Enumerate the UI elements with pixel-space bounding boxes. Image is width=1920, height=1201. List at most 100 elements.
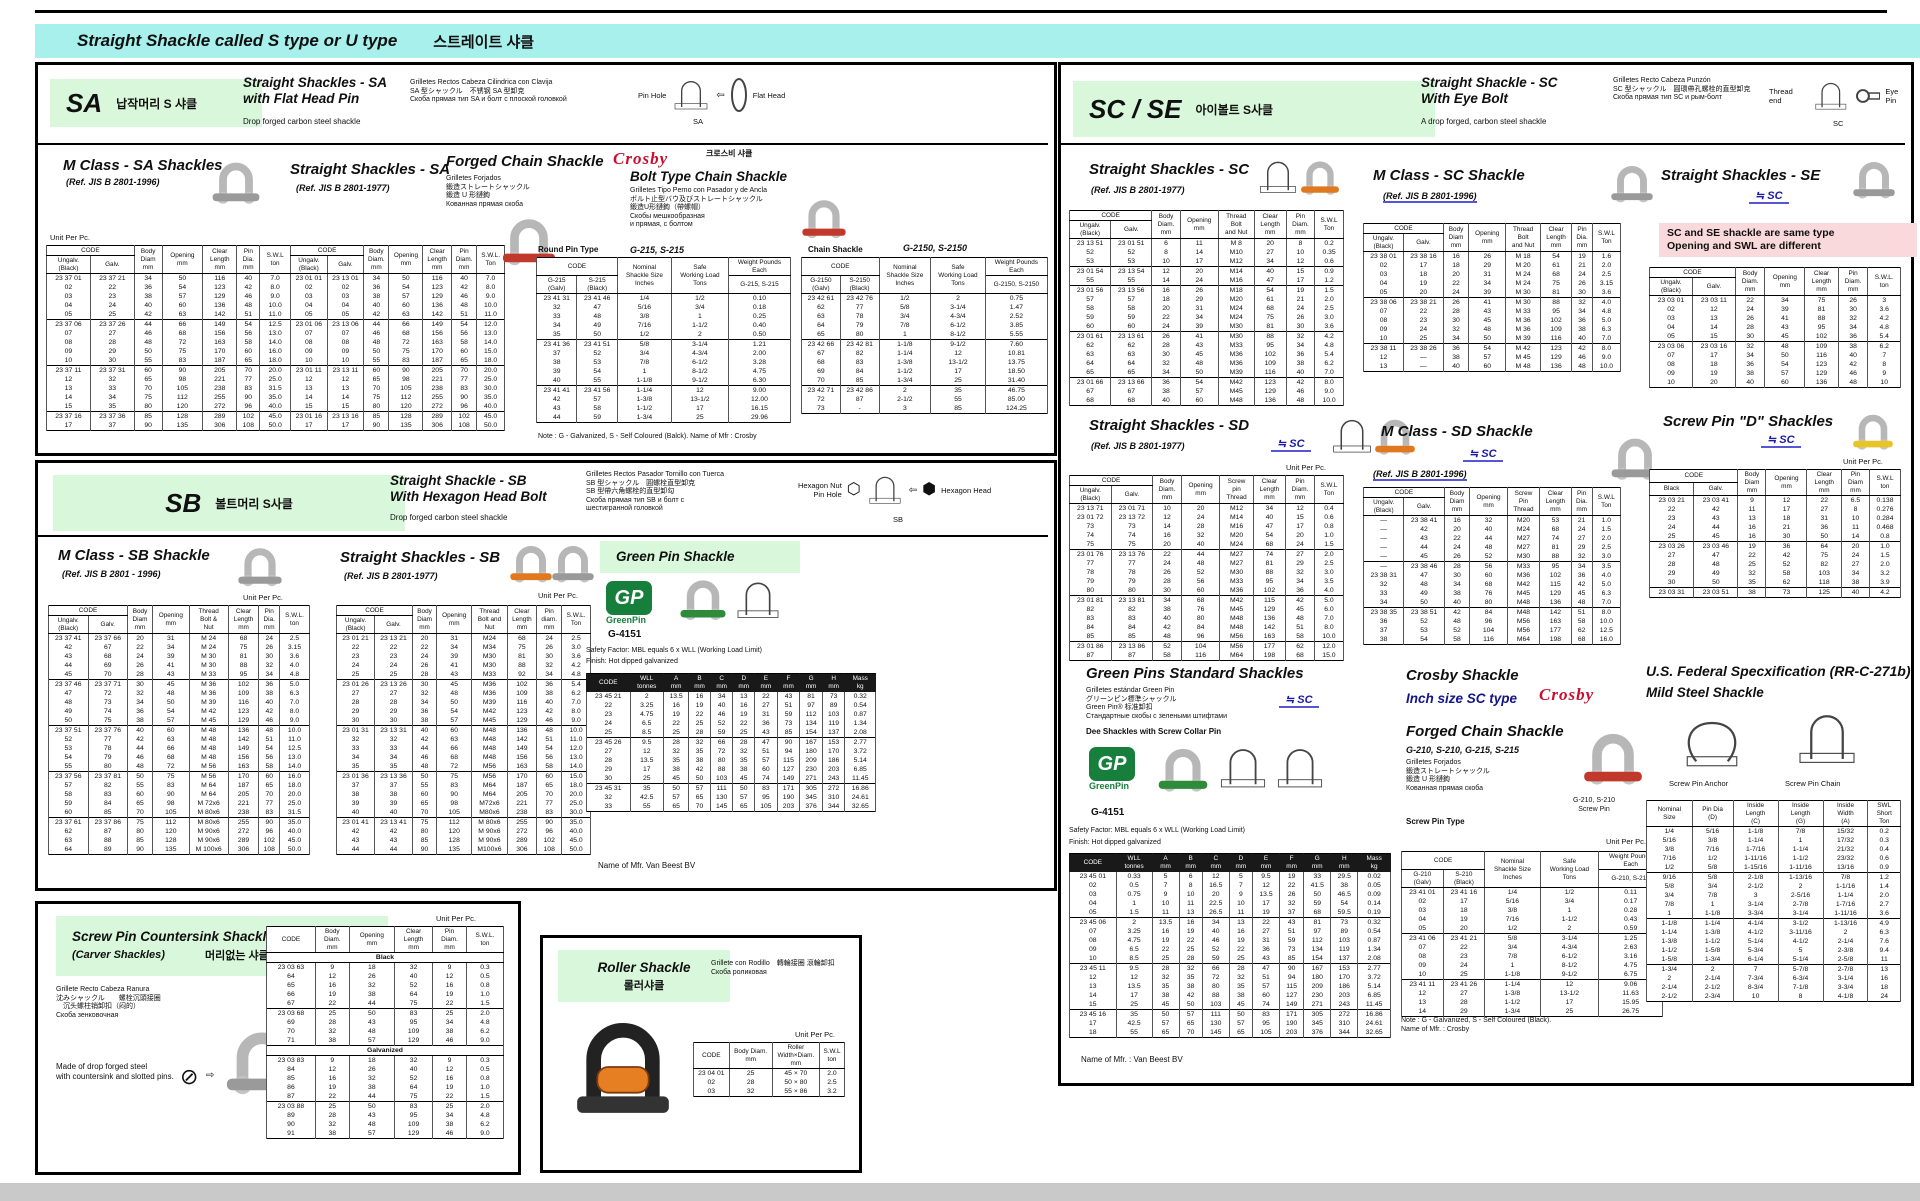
cell: 30: [127, 679, 153, 689]
table-row: 05 1.5 11 13 26.5 11 19 37 68 59.5 0.19: [1069, 908, 1391, 918]
cell: 34: [1840, 569, 1870, 578]
cell: 74: [1110, 531, 1154, 540]
cell: —: [1362, 561, 1405, 571]
sdm-title: M Class - SD Shackle: [1381, 423, 1533, 440]
cell: 07: [326, 329, 365, 338]
cell: M 24: [1505, 270, 1541, 279]
cell: 9-1/2: [930, 339, 986, 349]
cell: 44: [133, 319, 163, 329]
cell: 70: [266, 1027, 316, 1036]
cell: 83: [536, 808, 563, 818]
table-row: 23 37 01 23 37 21 34 50 116 40 7.0: [46, 273, 291, 283]
cell: 20.0: [476, 365, 505, 375]
cell: 2.7: [1867, 900, 1901, 909]
cell: M 80x6: [471, 817, 508, 827]
cell: 24: [1152, 559, 1182, 568]
cell: 27: [586, 747, 631, 756]
cell: 89: [266, 1111, 316, 1120]
cell: 129: [393, 1129, 434, 1139]
cell: 1-3/8: [878, 358, 932, 367]
cell: 1.6: [1591, 251, 1622, 261]
cell: M 30: [188, 652, 229, 661]
cell: 22: [432, 999, 467, 1009]
cell: M 90x6: [188, 836, 229, 845]
header-cell: Pin Dia. mm: [258, 605, 280, 634]
cell: 51: [754, 747, 778, 756]
table-row: 23 37 41 23 37 66 20 31 M 24 68 24 2.5: [48, 633, 310, 643]
cell: 57: [1151, 1019, 1180, 1028]
cell: 23 01 86: [1069, 641, 1112, 651]
cell: 60: [1068, 322, 1112, 332]
cell: 19: [1228, 936, 1253, 945]
cell: 116: [506, 698, 538, 707]
cell: 18: [1442, 261, 1470, 270]
cell: 12: [1765, 495, 1808, 505]
cell: 38: [662, 765, 690, 774]
cell: 0.6: [1867, 854, 1901, 863]
cell: 23 13 26: [374, 679, 414, 689]
cell: 25: [1442, 970, 1486, 980]
cell: 103: [1806, 569, 1842, 578]
cell: 23 41 41: [535, 385, 578, 395]
table-row: 62 62 28 43 M33 95 34 4.8: [1068, 341, 1344, 350]
cell: 32: [688, 737, 711, 747]
cell: 11: [1179, 238, 1219, 248]
cell: 3: [1867, 295, 1901, 305]
cell: 4-1/2: [1732, 928, 1779, 937]
cell: 272: [202, 402, 238, 412]
table-row: 27 47 22 42 75 24 1.5: [1648, 551, 1902, 560]
sc-label: SC / SE 아이볼트 S사클: [1073, 81, 1435, 137]
cell: 23 01 21: [335, 633, 376, 643]
cell: 103: [1330, 936, 1359, 945]
cell: 65: [1228, 1028, 1253, 1038]
header-cell: Thread Bolt and Nut: [1505, 223, 1541, 252]
table-row: 03 23 38 57 129 46 9.0: [46, 292, 291, 301]
cell: 24: [1840, 551, 1870, 560]
cell: 230: [1303, 991, 1332, 1000]
cell: 0.8: [465, 1074, 505, 1083]
table-row: 23 01 11 23 13 11 60 90 205 70 20.0: [290, 365, 505, 375]
cell: 85: [930, 404, 986, 414]
table-row: 2-1/4 2-1/2 8-3/4 7-1/8 3-3/4 18: [1646, 983, 1901, 992]
cell: 51: [536, 735, 563, 744]
cell: 16: [1152, 531, 1182, 540]
cell: 95: [1253, 341, 1287, 350]
cell: 0.75: [1115, 890, 1153, 899]
cell: 112: [388, 393, 424, 402]
cell: 52: [1443, 626, 1471, 635]
cell: 31: [754, 710, 778, 719]
cell: 44: [363, 319, 390, 329]
cell: 81: [1539, 543, 1572, 552]
cell: 48: [127, 762, 153, 772]
cell: 9.0: [465, 1036, 505, 1046]
cell: 10.0: [1313, 632, 1345, 642]
cell: 32: [1151, 973, 1180, 982]
cell: 23 41 06: [1401, 933, 1444, 943]
hexagon-icon: ⬡: [846, 481, 861, 498]
cell: 50: [133, 347, 163, 356]
sa-note: Note : G - Galvanized, S - Self Coloured…: [538, 433, 757, 440]
cell: 32: [412, 689, 438, 698]
table-row: 72 87 2-1/2 55 85.00: [801, 395, 1049, 404]
cell: 23 45 26: [586, 737, 631, 747]
cell: 50: [1806, 532, 1842, 542]
cell: 77: [536, 799, 563, 808]
cell: 102: [450, 411, 478, 421]
cell: 0.32: [844, 691, 876, 701]
cell: 2: [1539, 924, 1600, 934]
cell: 2.5: [1313, 559, 1345, 568]
cell: 40: [1253, 266, 1287, 276]
cell: 50: [348, 1101, 396, 1111]
cell: M 64: [188, 781, 229, 790]
cell: 255: [506, 817, 538, 827]
table-row: 3/4 7/8 3 2-5/16 1-1/4 2.0: [1646, 891, 1901, 900]
cell: 3/8: [1691, 836, 1734, 845]
table-row: 07 27 46 68 156 56 13.0: [46, 329, 291, 338]
cell: 1-1/4: [616, 385, 672, 395]
sb-m-unit: Unit Per Pc.: [243, 593, 284, 602]
cell: 51: [1279, 927, 1305, 936]
cell: M 72x6: [188, 799, 229, 808]
sb-langs: Grilletes Rectos Pasador Tornillo con Tu…: [586, 471, 724, 513]
cell: 2.5: [1314, 304, 1344, 313]
cell: 35.0: [279, 817, 310, 827]
